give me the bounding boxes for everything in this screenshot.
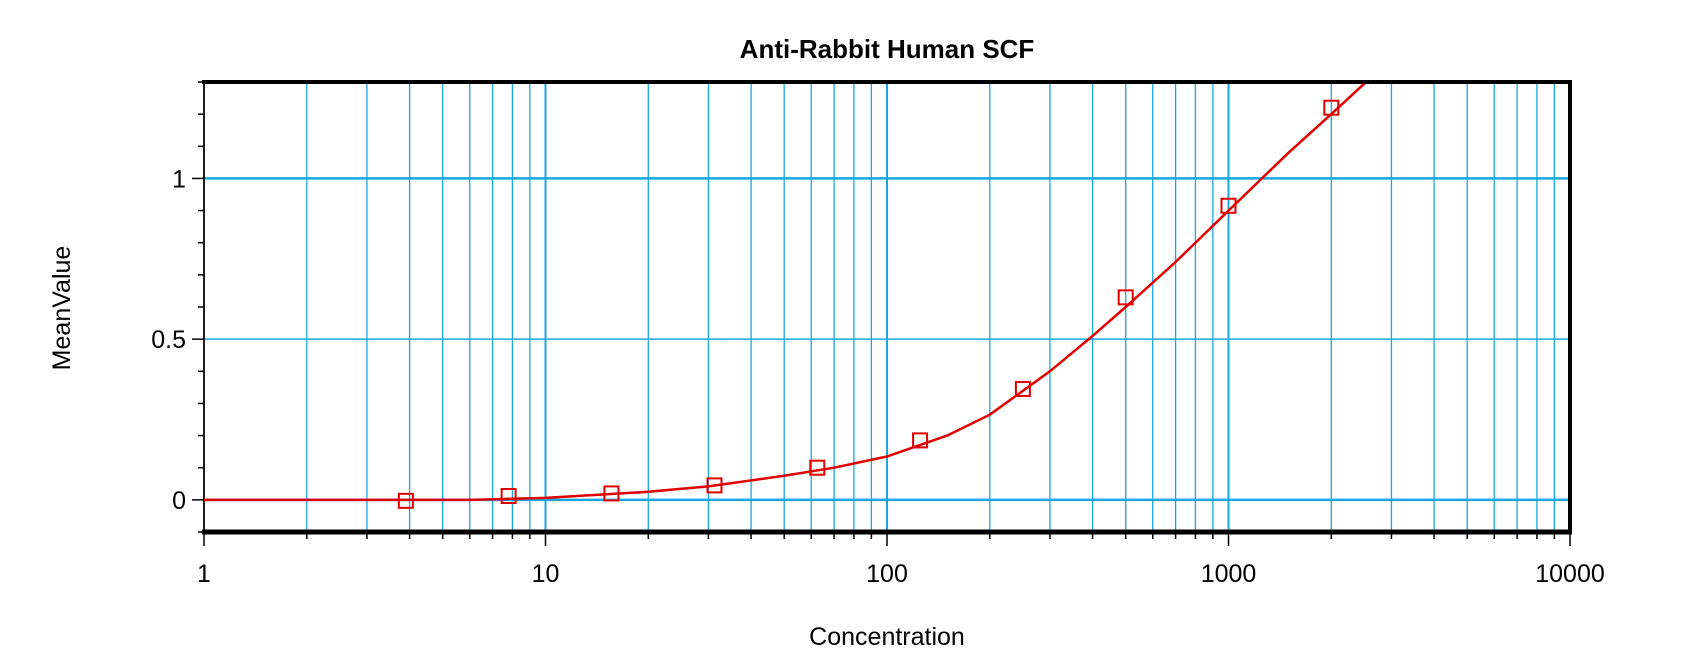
x-tick-label: 10000 (1535, 560, 1605, 588)
x-axis-label: Concentration (809, 623, 965, 651)
x-tick-label: 10 (532, 560, 560, 588)
grid (204, 82, 1570, 532)
axes: 0 0.5 1 1 10 100 1000 10000 (151, 80, 1605, 588)
y-tick-label: 0 (172, 487, 186, 515)
data-point (706, 477, 723, 494)
x-tick-label: 1 (197, 560, 211, 588)
y-tick-label: 1 (172, 165, 186, 193)
marks (204, 82, 1366, 509)
fit-curve (204, 82, 1366, 502)
data-point (912, 432, 929, 449)
data-point (809, 459, 826, 476)
data-point (397, 492, 414, 509)
data-point (1323, 99, 1340, 116)
data-point (1014, 380, 1031, 397)
data-point (1117, 289, 1134, 306)
y-tick-label: 0.5 (151, 326, 186, 354)
y-axis-label: MeanValue (48, 246, 76, 371)
x-tick-label: 1000 (1201, 560, 1257, 588)
data-point (603, 485, 620, 502)
chart-title: Anti-Rabbit Human SCF (740, 34, 1035, 64)
x-tick-label: 100 (866, 560, 908, 588)
data-point (500, 488, 517, 504)
data-point (1220, 197, 1237, 214)
